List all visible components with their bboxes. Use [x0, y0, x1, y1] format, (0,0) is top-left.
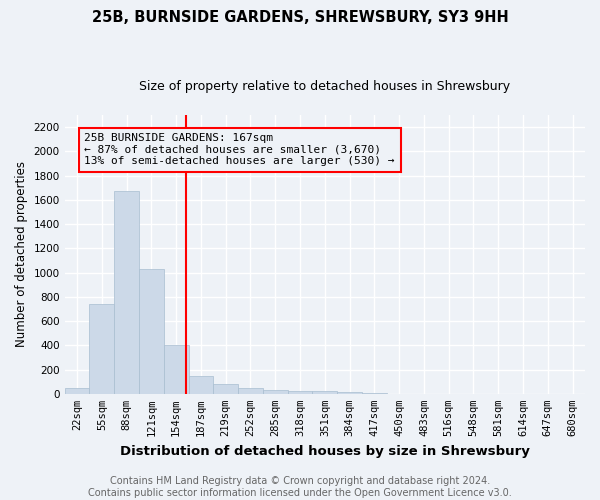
- Text: Contains HM Land Registry data © Crown copyright and database right 2024.
Contai: Contains HM Land Registry data © Crown c…: [88, 476, 512, 498]
- Text: 25B BURNSIDE GARDENS: 167sqm
← 87% of detached houses are smaller (3,670)
13% of: 25B BURNSIDE GARDENS: 167sqm ← 87% of de…: [85, 133, 395, 166]
- Bar: [214, 384, 238, 394]
- Bar: [164, 346, 188, 394]
- Bar: [188, 376, 214, 394]
- Bar: [114, 192, 139, 394]
- Bar: [337, 392, 362, 394]
- Bar: [139, 269, 164, 394]
- Bar: [89, 304, 114, 394]
- Bar: [362, 392, 387, 394]
- X-axis label: Distribution of detached houses by size in Shrewsbury: Distribution of detached houses by size …: [120, 444, 530, 458]
- Y-axis label: Number of detached properties: Number of detached properties: [15, 162, 28, 348]
- Bar: [65, 388, 89, 394]
- Title: Size of property relative to detached houses in Shrewsbury: Size of property relative to detached ho…: [139, 80, 511, 93]
- Bar: [287, 391, 313, 394]
- Bar: [238, 388, 263, 394]
- Bar: [263, 390, 287, 394]
- Text: 25B, BURNSIDE GARDENS, SHREWSBURY, SY3 9HH: 25B, BURNSIDE GARDENS, SHREWSBURY, SY3 9…: [92, 10, 508, 25]
- Bar: [313, 392, 337, 394]
